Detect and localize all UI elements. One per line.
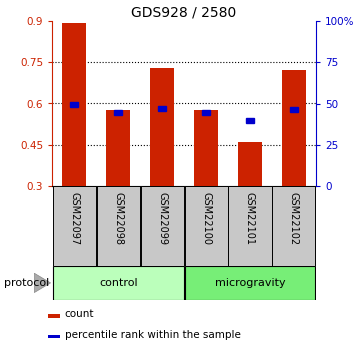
Text: count: count [65, 309, 94, 319]
Text: microgravity: microgravity [215, 278, 285, 288]
Text: control: control [99, 278, 138, 288]
Text: GSM22102: GSM22102 [289, 192, 299, 245]
Text: GSM22100: GSM22100 [201, 192, 211, 245]
Bar [48, 335, 60, 338]
Bar [70, 102, 78, 107]
Bar [62, 23, 86, 186]
Bar [141, 186, 184, 266]
Title: GDS928 / 2580: GDS928 / 2580 [131, 6, 237, 20]
Text: GSM22099: GSM22099 [157, 192, 167, 245]
Bar [150, 68, 174, 186]
Text: percentile rank within the sample: percentile rank within the sample [65, 329, 240, 339]
Bar [273, 186, 316, 266]
Polygon shape [34, 273, 51, 293]
Bar [48, 314, 60, 317]
Bar [194, 110, 218, 186]
Text: protocol: protocol [4, 278, 49, 288]
Bar [246, 118, 254, 123]
Bar [106, 110, 130, 186]
Bar [53, 186, 96, 266]
Bar [290, 107, 298, 112]
Text: GSM22098: GSM22098 [113, 192, 123, 245]
Bar [97, 186, 140, 266]
Text: GSM22097: GSM22097 [69, 192, 79, 245]
Text: GSM22101: GSM22101 [245, 192, 255, 245]
Bar [184, 266, 316, 300]
Bar [114, 110, 122, 115]
Bar [184, 186, 227, 266]
Bar [229, 186, 271, 266]
Bar [282, 70, 306, 186]
Bar [238, 142, 262, 186]
Bar [202, 110, 210, 115]
Bar [158, 106, 166, 111]
Bar [53, 266, 184, 300]
